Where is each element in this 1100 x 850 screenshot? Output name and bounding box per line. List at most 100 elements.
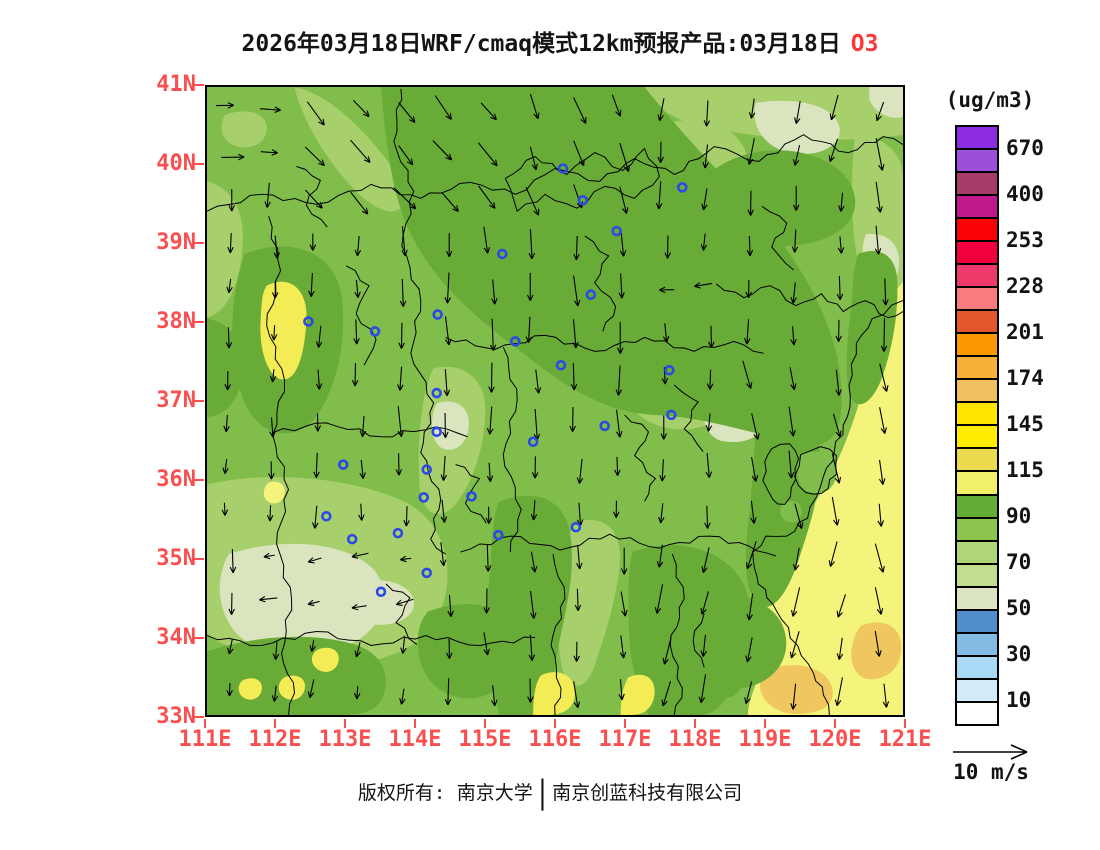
wind-arrow — [307, 679, 315, 699]
lat-tick-mark — [193, 716, 204, 718]
wind-arrow — [308, 272, 315, 298]
wind-arrow — [662, 637, 672, 665]
wind-arrow — [445, 233, 453, 258]
colorbar-tick-label: 115 — [1006, 458, 1044, 482]
wind-arrow — [882, 278, 889, 306]
wind-arrow — [572, 319, 579, 349]
colorbar-tick-label: 253 — [1006, 228, 1044, 252]
wind-arrow — [259, 595, 278, 603]
colorbar-cell — [957, 127, 997, 149]
colorbar-cell — [957, 610, 997, 632]
wind-arrow — [398, 322, 405, 349]
wind-arrow — [742, 360, 753, 389]
wind-arrow — [307, 599, 320, 607]
wind-arrow — [304, 189, 323, 209]
wind-arrow — [874, 225, 882, 255]
lon-tick-label: 118E — [668, 727, 722, 752]
lon-tick-mark — [274, 719, 276, 728]
boundary-line — [715, 283, 903, 319]
wind-arrow — [618, 273, 625, 299]
city-marker — [577, 195, 589, 206]
wind-arrow — [266, 505, 274, 522]
wind-arrow — [831, 496, 840, 526]
city-marker — [497, 248, 508, 260]
wind-arrow — [314, 413, 322, 432]
boundary-line — [673, 384, 704, 452]
wind-arrow — [658, 503, 665, 524]
wind-arrow — [529, 590, 537, 619]
lat-tick-label: 33N — [156, 704, 196, 729]
wind-arrow — [654, 584, 664, 614]
city-marker — [570, 521, 582, 533]
wind-arrow — [399, 278, 407, 307]
wind-arrow — [701, 547, 710, 573]
lon-tick-mark — [414, 719, 416, 728]
wind-arrow — [484, 544, 492, 572]
wind-arrow — [836, 275, 844, 300]
wind-arrow — [611, 94, 622, 117]
boundary-line — [692, 613, 705, 668]
boundary-line — [502, 347, 522, 553]
o3-field-region — [207, 181, 243, 318]
wind-arrow — [483, 632, 490, 656]
wind-arrow — [744, 319, 751, 345]
city-marker — [676, 182, 688, 193]
colorbar-cell — [957, 633, 997, 655]
colorbar-tick-label: 30 — [1006, 642, 1032, 666]
colorbar-cell — [957, 173, 997, 195]
wind-arrow — [263, 552, 275, 560]
lon-tick-label: 112E — [248, 727, 302, 752]
colorbar-cell — [957, 541, 997, 563]
wind-arrow — [573, 140, 585, 167]
o3-field-region — [851, 622, 902, 680]
wind-arrow — [573, 236, 580, 261]
wind-arrow — [875, 181, 883, 213]
lon-tick-label: 117E — [598, 727, 652, 752]
lon-tick-label: 119E — [738, 727, 792, 752]
wind-arrow — [705, 452, 713, 478]
wind-arrow — [226, 683, 233, 697]
wind-arrow — [751, 413, 760, 440]
wind-arrow — [787, 450, 795, 479]
city-marker — [392, 527, 404, 539]
wind-arrow — [311, 505, 319, 529]
boundary-line — [550, 553, 566, 715]
wind-arrow — [531, 456, 539, 479]
colorbar-unit-label: (ug/m3) — [945, 88, 1035, 112]
wind-arrow — [831, 453, 842, 484]
wind-arrow — [444, 316, 452, 346]
wind-arrow — [573, 681, 581, 709]
wind-arrow — [526, 272, 534, 301]
wind-arrow — [444, 678, 452, 706]
wind-arrow — [701, 188, 708, 211]
wind-arrow — [309, 233, 317, 251]
colorbar-cell — [957, 518, 997, 540]
o3-field-region — [311, 647, 339, 672]
wind-arrow — [353, 319, 360, 345]
o3-field-region — [294, 87, 405, 212]
wind-arrow — [222, 458, 229, 475]
wind-arrow — [745, 279, 752, 299]
wind-arrow — [395, 598, 414, 606]
wind-arrow — [832, 413, 842, 438]
wind-arrow — [828, 541, 838, 567]
o3-field-region — [696, 150, 856, 247]
wind-arrow — [354, 236, 362, 257]
city-marker — [421, 464, 433, 475]
wind-arrow — [358, 503, 365, 521]
o3-field-region — [620, 674, 655, 715]
boundary-line — [207, 631, 536, 647]
wind-arrow — [306, 101, 325, 126]
colorbar-tick-label: 400 — [1006, 182, 1044, 206]
colorbar-cell — [957, 564, 997, 586]
wind-arrow — [573, 97, 587, 124]
wind-arrow — [792, 185, 800, 211]
city-marker — [493, 529, 504, 541]
wind-arrow — [747, 190, 754, 216]
lat-tick-mark — [193, 400, 204, 402]
wind-arrow — [836, 637, 844, 660]
colorbar-cell — [957, 219, 997, 241]
wind-arrow — [790, 282, 797, 304]
wind-arrow — [315, 369, 323, 390]
wind-arrow — [750, 500, 757, 524]
